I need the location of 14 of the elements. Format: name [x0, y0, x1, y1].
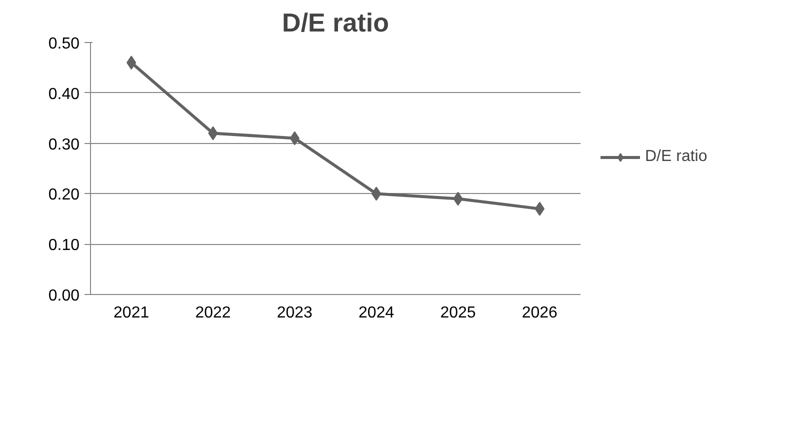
x-tick-label: 2023 [276, 304, 313, 322]
chart-title: D/E ratio [282, 8, 389, 38]
x-tick-label: 2025 [440, 304, 476, 322]
legend-label: D/E ratio [645, 148, 708, 166]
x-tick-label: 2022 [195, 304, 231, 322]
x-tick-label: 2021 [114, 304, 150, 322]
y-tick-label: 0.50 [48, 36, 80, 52]
y-tick-label: 0.10 [48, 237, 80, 254]
y-tick-label: 0.40 [48, 86, 80, 103]
x-tick-label: 2026 [522, 304, 558, 322]
x-tick-label: 2024 [358, 304, 394, 322]
y-tick-label: 0.00 [48, 288, 80, 304]
y-tick-label: 0.20 [48, 186, 80, 204]
y-tick-label: 0.30 [48, 136, 80, 154]
